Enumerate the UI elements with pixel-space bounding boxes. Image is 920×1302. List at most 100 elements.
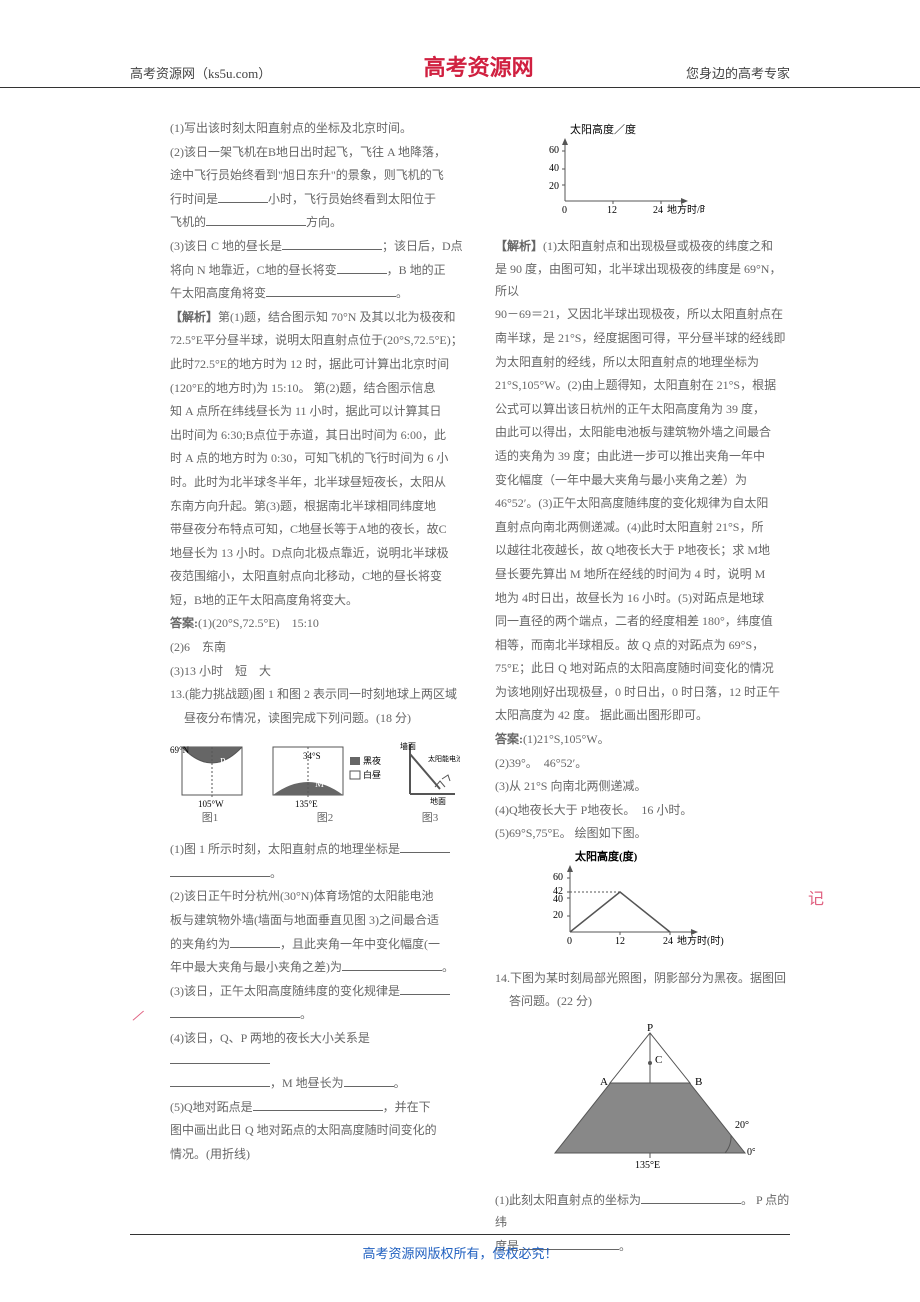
- q13-sub: 昼夜分布情况，读图完成下列问题。(18 分): [170, 708, 465, 730]
- content-area: (1)写出该时刻太阳直射点的坐标及北京时间。 (2)该日一架飞机在B地日出时起飞…: [0, 88, 920, 1259]
- svg-text:C: C: [655, 1054, 662, 1066]
- r-15: 地为 4时日出，故昼长为 16 小时。(5)对跖点是地球: [495, 588, 790, 610]
- analysis-3: 此时72.5°E的地方时为 12 时，据此可计算出北京时间: [170, 354, 465, 376]
- svg-text:12: 12: [615, 936, 625, 947]
- analysis-12: 夜范围缩小，太阳直射点向北移动，C地的昼长将变: [170, 566, 465, 588]
- left-column: (1)写出该时刻太阳直射点的坐标及北京时间。 (2)该日一架飞机在B地日出时起飞…: [170, 118, 465, 1259]
- q13-1a: (1)图 1 所示时刻，太阳直射点的地理坐标是: [170, 839, 465, 861]
- svg-text:24: 24: [663, 936, 673, 947]
- q13-3a: (3)该日，正午太阳高度随纬度的变化规律是: [170, 981, 465, 1003]
- svg-text:24: 24: [653, 205, 663, 216]
- header-left: 高考资源网（ks5u.com）: [130, 63, 271, 82]
- ra-5: (5)69°S,75°E。 绘图如下图。: [495, 823, 790, 845]
- q12-1: (1)写出该时刻太阳直射点的坐标及北京时间。: [170, 118, 465, 140]
- svg-text:太阳高度(度): 太阳高度(度): [574, 850, 638, 863]
- q12-2b: 途中飞行员始终看到"旭日东升"的景象，则飞机的飞: [170, 165, 465, 187]
- svg-text:M: M: [315, 779, 324, 790]
- q13-figures: 69°N Q P 105°W 图1 34°S M 135°E 黑夜: [170, 739, 465, 829]
- r-7: 公式可以算出该日杭州的正午太阳高度角为 39 度，: [495, 399, 790, 421]
- q13-5c: 图中画出此日 Q 地对跖点的太阳高度随时间变化的: [170, 1120, 465, 1142]
- r-17: 相等，而南北半球相反。故 Q 点的对跖点为 69°S，: [495, 635, 790, 657]
- r-9: 适的夹角为 39 度；由此进一步可以推出夹角一年中: [495, 446, 790, 468]
- r-5: 为太阳直射的经线，所以太阳直射点的地理坐标为: [495, 352, 790, 374]
- q13-5a: (5)Q地对跖点是，并在下: [170, 1097, 465, 1119]
- q13-4b: ，M 地昼长为。: [170, 1073, 465, 1095]
- svg-text:60: 60: [549, 145, 559, 156]
- svg-text:60: 60: [553, 872, 563, 883]
- svg-text:白昼: 白昼: [363, 769, 381, 780]
- r-8: 由此可以得出，太阳能电池板与建筑物外墙之间最合: [495, 422, 790, 444]
- q13-2b: 板与建筑物外墙(墙面与地面垂直见图 3)之间最合适: [170, 910, 465, 932]
- svg-text:105°W: 105°W: [198, 799, 224, 809]
- svg-text:34°S: 34°S: [303, 751, 321, 761]
- q13-5d: 情况。(用折线): [170, 1144, 465, 1166]
- header-logo-text: 高考资源网: [424, 50, 534, 82]
- ra-2: (2)39°。 46°52′。: [495, 753, 790, 775]
- r-20: 太阳高度为 42 度。 据此画出图形即可。: [495, 705, 790, 727]
- r-3: 90－69＝21，又因北半球出现极夜，所以太阳直射点在: [495, 304, 790, 326]
- q13-2c: 的夹角约为，且此夹角一年中变化幅度(一: [170, 934, 465, 956]
- fig3-svg: 墙面 太阳能电池板 地面: [400, 739, 460, 809]
- r-10: 变化幅度（一年中最大夹角与最小夹角之差）为: [495, 470, 790, 492]
- figure-2: 34°S M 135°E 黑夜 白昼 图2: [265, 739, 385, 829]
- q13-1b: 。: [170, 863, 465, 885]
- analysis-7: 时 A 点的地方时为 0:30，可知飞机的飞行时间为 6 小: [170, 448, 465, 470]
- analysis-6: 出时间为 6:30;B点位于赤道，其日出时间为 6:00，此: [170, 425, 465, 447]
- svg-text:太阳能电池板: 太阳能电池板: [428, 754, 460, 763]
- svg-text:P: P: [647, 1023, 653, 1034]
- right-column: 太阳高度／度 60 40 20 0 12 24 地方时/时 【解析】(1)太阳直…: [495, 118, 790, 1259]
- q12-3a: (3)该日 C 地的昼长是；该日后，D点: [170, 236, 465, 258]
- fig2-svg: 34°S M 135°E 黑夜 白昼: [265, 739, 385, 809]
- svg-text:黑夜: 黑夜: [363, 755, 381, 766]
- q12-3e: 午太阳高度角将变。: [170, 283, 465, 305]
- page-header: 高考资源网（ks5u.com） 高考资源网 您身边的高考专家: [0, 0, 920, 88]
- page-footer: 高考资源网版权所有，侵权必究！: [0, 1226, 920, 1262]
- chart1-svg: 太阳高度／度 60 40 20 0 12 24 地方时/时: [535, 123, 705, 218]
- q13-2e: 年中最大夹角与最小夹角之差)为。: [170, 957, 465, 979]
- svg-text:69°N: 69°N: [170, 745, 190, 755]
- r-11: 46°52′。(3)正午太阳高度随纬度的变化规律为自太阳: [495, 493, 790, 515]
- q13-4a: (4)该日，Q、P 两地的夜长大小关系是: [170, 1028, 465, 1071]
- svg-text:0: 0: [562, 205, 567, 216]
- analysis-9: 东南方向升起。第(3)题，根据南北半球相同纬度地: [170, 496, 465, 518]
- r-18: 75°E；此日 Q 地对跖点的太阳高度随时间变化的情况: [495, 658, 790, 680]
- ra-4: (4)Q地夜长大于 P地夜长。 16 小时。: [495, 800, 790, 822]
- q12-2a: (2)该日一架飞机在B地日出时起飞，飞往 A 地降落，: [170, 142, 465, 164]
- q14-a: 14.下图为某时刻局部光照图，阴影部分为黑夜。据图回: [495, 968, 790, 990]
- q13-3b: 。: [170, 1004, 465, 1026]
- figure-1: 69°N Q P 105°W 图1: [170, 739, 250, 829]
- r-14: 昼长要先算出 M 地所在经线的时间为 4 时，说明 M: [495, 564, 790, 586]
- svg-text:12: 12: [607, 205, 617, 216]
- analysis-5: 知 A 点所在纬线昼长为 11 小时，据此可以计算其日: [170, 401, 465, 423]
- ans-2: (2)6 东南: [170, 637, 465, 659]
- svg-text:太阳高度／度: 太阳高度／度: [570, 123, 636, 136]
- annotation-mark: 记: [808, 885, 824, 909]
- svg-text:Q: Q: [196, 761, 204, 772]
- analysis-1: 【解析】第(1)题，结合图示知 70°N 及其以北为极夜和: [170, 307, 465, 329]
- svg-text:地面: 地面: [430, 796, 446, 806]
- q14-b: 答问题。(22 分): [495, 991, 790, 1013]
- q14-svg: P A B C 20° 0° 135°E: [545, 1023, 755, 1173]
- q13-title: 13.(能力挑战题)图 1 和图 2 表示同一时刻地球上两区域: [170, 684, 465, 706]
- svg-text:地方时/时: 地方时/时: [667, 203, 705, 216]
- r-16: 同一直径的两个端点，二者的经度相差 180°，纬度值: [495, 611, 790, 633]
- r-2: 是 90 度，由图可知，北半球出现极夜的纬度是 69°N，所以: [495, 259, 790, 302]
- r-19: 为该地刚好出现极昼，0 时日出，0 时日落，12 时正午: [495, 682, 790, 704]
- svg-text:墙面: 墙面: [400, 741, 416, 751]
- q14-figure: P A B C 20° 0° 135°E: [545, 1023, 790, 1181]
- ra-3: (3)从 21°S 向南北两侧递减。: [495, 776, 790, 798]
- analysis-11: 地昼长为 13 小时。D点向北极点靠近，说明北半球极: [170, 543, 465, 565]
- header-right: 您身边的高考专家: [686, 63, 790, 82]
- figure-3: 墙面 太阳能电池板 地面 图3: [400, 739, 460, 829]
- analysis-13: 短，B地的正午太阳高度角将变大。: [170, 590, 465, 612]
- svg-text:0°: 0°: [747, 1147, 755, 1158]
- r-12: 直射点向南北两侧递减。(4)此时太阳直射 21°S，所: [495, 517, 790, 539]
- r-analysis-1: 【解析】(1)太阳直射点和出现极昼或极夜的纬度之和: [495, 236, 790, 258]
- r-4: 南半球，是 21°S，经度据图可得，平分昼半球的经线即: [495, 328, 790, 350]
- svg-text:0: 0: [567, 936, 572, 947]
- svg-text:A: A: [600, 1076, 608, 1088]
- analysis-2: 72.5°E平分昼半球，说明太阳直射点位于(20°S,72.5°E)；: [170, 330, 465, 352]
- q12-3c: 将向 N 地靠近，C地的昼长将变，B 地的正: [170, 260, 465, 282]
- q13-2a: (2)该日正午时分杭州(30°N)体育场馆的太阳能电池: [170, 886, 465, 908]
- svg-text:20: 20: [553, 910, 563, 921]
